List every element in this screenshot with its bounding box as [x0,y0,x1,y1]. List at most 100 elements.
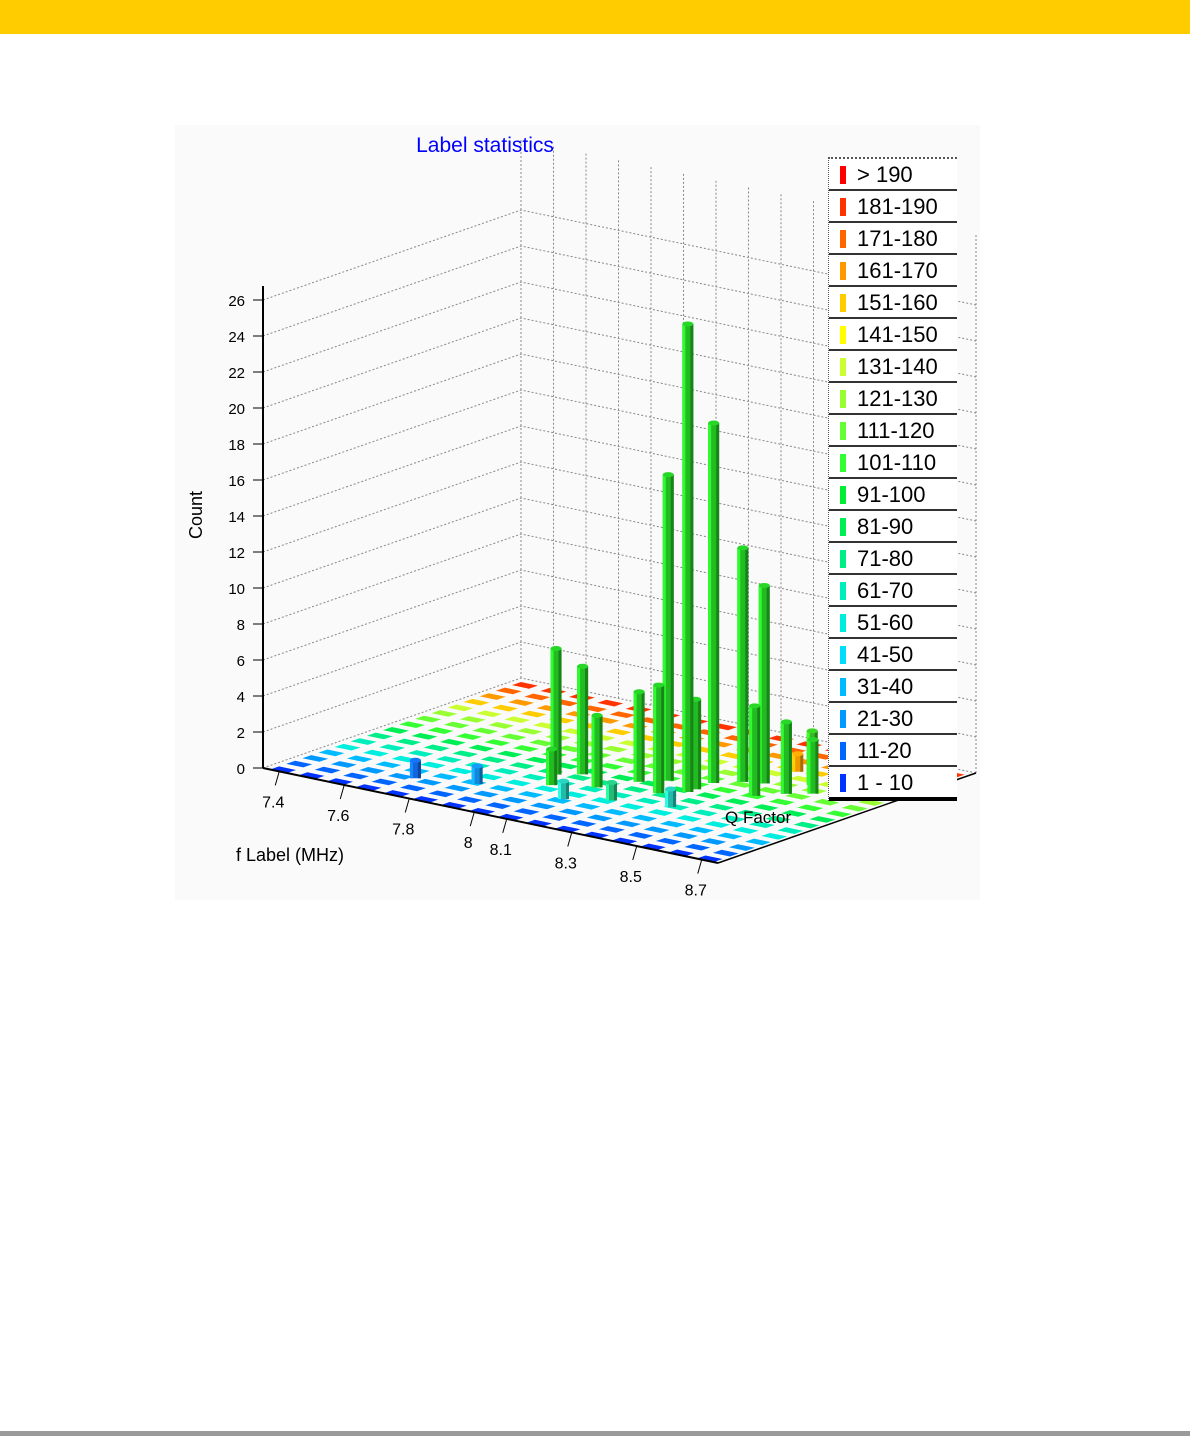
floor-cell [627,832,654,839]
floor-cell [712,849,739,857]
floor-cell [781,810,807,817]
floor-cell [448,767,475,775]
floor-cell [546,797,572,804]
legend-swatch [840,614,846,632]
chart-title: Label statistics [416,134,554,157]
floor-cell [700,838,727,845]
legend-swatch [840,390,846,408]
legend-swatch [840,230,846,248]
x-tick-label: 8.1 [490,842,512,859]
z-tick-label: 24 [228,329,245,346]
bar [758,582,770,784]
floor-cell [475,710,502,718]
legend-item: 151-160 [829,287,957,319]
floor-cell [582,831,609,839]
floor-cell [554,825,581,833]
floor-cell [330,761,357,768]
floor-cell [500,733,527,741]
floor-cell [472,727,498,735]
floor-cell [419,761,446,769]
legend-swatch [840,582,846,600]
floor-cell [428,790,455,798]
x-tick-label: 8.7 [685,883,707,900]
floor-cell [327,778,353,785]
legend-swatch [840,294,846,312]
floor-cell [286,760,313,768]
legend-item: 41-50 [829,639,957,671]
floor-cell [444,784,471,792]
floor-cell [809,816,836,823]
bar [546,746,558,786]
legend-item: 181-190 [829,191,957,223]
legend-item: 141-150 [829,319,957,351]
floor-cell [468,744,495,752]
legend-swatch [840,166,846,184]
legend-swatch [840,678,846,696]
x-tick [632,845,638,861]
x-tick [404,798,410,813]
floor-cell [355,784,382,791]
floor-cell [602,745,628,753]
chart-legend: > 190 181-190 171-180 161-170 151-160 141-150… [828,157,957,801]
floor-cell [533,785,560,793]
floor-cell [570,820,597,827]
floor-cell [745,838,771,846]
legend-item: 1 - 10 [829,767,957,801]
floor-cell [716,832,743,840]
legend-label: 161-170 [857,258,938,283]
floor-cell [619,803,645,810]
legend-swatch [840,326,846,344]
floor-cell [504,716,531,723]
floor-cell [557,745,584,753]
legend-label: 1 - 10 [857,770,914,795]
legend-label: 181-190 [857,194,938,219]
bar [780,719,792,794]
legend-swatch [840,742,846,760]
x-tick-label: 8.5 [620,869,642,886]
bar [737,545,749,782]
legend-swatch [840,486,846,504]
floor-cell [643,826,670,833]
floor-cell [524,693,551,701]
floor-cell [765,815,791,823]
legend-label: 101-110 [857,450,937,475]
floor-cell [736,809,763,817]
floor-cell [359,767,386,774]
legend-swatch [840,710,846,728]
bar [591,712,603,788]
floor-cell [415,715,442,723]
legend-swatch [840,774,846,792]
legend-swatch [840,454,846,472]
footer-rule [0,1431,1190,1436]
bar [708,420,720,783]
floor-cell [695,792,722,799]
z-tick-label: 2 [237,725,245,742]
floor-cell [399,721,425,728]
floor-cell [513,808,540,815]
floor-cell [520,710,547,718]
floor-cell [813,798,840,806]
legend-label: 151-160 [857,290,938,315]
floor-cell [609,711,636,718]
floor-cell [688,826,715,834]
legend-label: 91-100 [857,482,926,507]
floor-cell [431,710,458,717]
floor-cell [452,750,479,758]
floor-cell [715,769,742,777]
floor-cell [521,773,548,781]
floor-cell [440,802,467,809]
z-tick-label: 8 [237,617,245,634]
floor-cell [383,727,409,734]
floor-cell [501,796,528,804]
floor-cell [708,803,734,811]
legend-swatch [840,262,846,280]
floor-cell [432,773,459,780]
z-tick-label: 14 [228,509,245,526]
legend-label: 141-150 [857,322,938,347]
legend-label: 21-30 [857,706,914,731]
floor-cell [655,838,682,845]
legend-item: 171-180 [829,223,957,255]
bar [662,472,674,781]
floor-cell [605,728,632,736]
legend-item: 131-140 [829,351,957,383]
